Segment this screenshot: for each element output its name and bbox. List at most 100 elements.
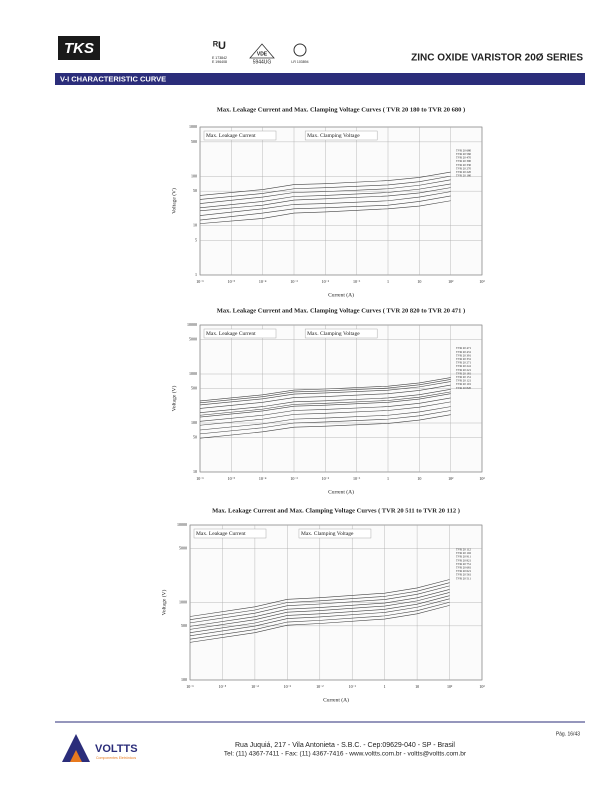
x-tick-label: 10⁻² [322, 279, 330, 284]
legend-entry: TVR 20 391 [456, 353, 472, 357]
series-line [199, 410, 451, 435]
series-line [199, 191, 451, 216]
legend-entry: TVR 20 270 [456, 166, 472, 170]
annotation-box [203, 130, 277, 141]
plot-area [199, 126, 483, 276]
y-tick-label: 500 [191, 386, 197, 391]
x-tick-label: 10² [448, 279, 454, 284]
legend-entry: TVR 20 180 [456, 174, 472, 178]
footer-company: VOLTTS [95, 743, 138, 755]
series-line [189, 595, 450, 633]
series-line [189, 585, 450, 624]
series-line [199, 393, 451, 418]
legend-entry: TVR 20 820 [456, 386, 472, 390]
legend-entry: TVR 20 431 [456, 350, 472, 354]
annotation: Max. Clamping Voltage [307, 133, 360, 139]
x-tick-label: 10⁻¹ [353, 279, 361, 284]
y-tick-label: 5000 [189, 337, 197, 342]
y-tick-label: 10000 [177, 522, 187, 527]
x-axis-label: Current (A) [323, 696, 349, 703]
series-line [199, 414, 451, 439]
series-line [199, 397, 451, 422]
y-tick-label: 1000 [189, 124, 197, 129]
series-line [199, 377, 451, 402]
legend-entry: TVR 20 511 [456, 576, 471, 580]
x-tick-label: 10⁻⁶ [196, 279, 204, 284]
x-tick-label: 10³ [479, 279, 485, 284]
annotation-box [298, 528, 372, 539]
series-line [189, 601, 450, 640]
csa-mark [293, 43, 307, 57]
series-line [199, 401, 451, 426]
header-title: ZINC OXIDE VARISTOR 20Ø SERIES [411, 53, 583, 64]
page-number: Pág. 16/43 [556, 731, 580, 737]
logo-box [58, 36, 100, 60]
series-line [199, 379, 451, 404]
section-bar [55, 73, 585, 85]
x-tick-label: 10⁻³ [290, 279, 298, 284]
legend-entry: TVR 20 390 [456, 159, 472, 163]
x-tick-label: 1 [384, 684, 386, 689]
cert-mark: 5944UG [253, 59, 272, 65]
y-tick-label: 10 [193, 469, 197, 474]
y-axis-label: Voltage (V) [170, 188, 177, 214]
legend-entry: TVR 20 330 [456, 163, 472, 167]
chart-title: Max. Leakage Current and Max. Clamping V… [217, 106, 465, 113]
footer-logo-triangle [62, 734, 90, 762]
legend-entry: TVR 20 561 [456, 573, 472, 577]
legend-entry: TVR 20 102 [456, 551, 472, 555]
chart: Max. Leakage Current and Max. Clamping V… [160, 507, 485, 703]
legend-entry: TVR 20 821 [456, 558, 472, 562]
y-tick-label: 100 [191, 173, 197, 178]
legend-entry: TVR 20 751 [456, 562, 472, 566]
x-tick-label: 10 [415, 684, 419, 689]
y-tick-label: 500 [191, 139, 197, 144]
annotation: Max. Leakage Current [196, 531, 246, 537]
series-line [189, 579, 450, 617]
y-tick-label: 5 [195, 237, 197, 242]
x-tick-label: 10⁻³ [284, 684, 292, 689]
annotation-box [203, 328, 277, 339]
annotation-box [304, 130, 378, 141]
legend-entry: TVR 20 331 [456, 357, 472, 361]
y-tick-label: 10000 [187, 322, 197, 327]
legend-entry: TVR 20 681 [456, 565, 472, 569]
x-tick-label: 1 [387, 476, 389, 481]
cert-mark: E 173842 [212, 56, 227, 60]
y-tick-label: 10 [193, 223, 197, 228]
ul-mark: ᴿU [213, 40, 226, 52]
y-axis-label: Voltage (V) [160, 589, 167, 615]
x-tick-label: 10⁻² [316, 684, 324, 689]
footer-logo-accent [70, 750, 82, 762]
annotation-box [193, 528, 267, 539]
y-tick-label: 1000 [189, 371, 197, 376]
chart: Max. Leakage Current and Max. Clamping V… [170, 307, 485, 495]
series-line [199, 406, 451, 431]
legend-entry: TVR 20 220 [456, 170, 472, 174]
legend-entry: TVR 20 151 [456, 375, 472, 379]
y-tick-label: 100 [181, 677, 187, 682]
annotation: Max. Leakage Current [206, 133, 256, 139]
legend-entry: TVR 20 470 [456, 156, 472, 160]
cert-mark: LR 103894 [291, 60, 308, 64]
y-tick-label: 5000 [179, 545, 187, 550]
x-tick-label: 10² [448, 476, 454, 481]
logo-text: TKS [64, 40, 94, 57]
legend-entry: TVR 20 471 [456, 346, 472, 350]
footer-contact: Tel: (11) 4367-7411 - Fax: (11) 4367-741… [224, 751, 467, 758]
series-line [199, 200, 451, 224]
chart: Max. Leakage Current and Max. Clamping V… [170, 106, 485, 298]
cert-mark: VDE [257, 51, 268, 57]
x-tick-label: 10² [447, 684, 453, 689]
x-tick-label: 10⁻⁵ [228, 279, 236, 284]
series-line [199, 175, 451, 200]
x-tick-label: 10⁻⁵ [219, 684, 227, 689]
y-axis-label: Voltage (V) [170, 385, 177, 411]
x-tick-label: 10⁻⁴ [259, 279, 267, 284]
annotation: Max. Leakage Current [206, 331, 256, 337]
series-line [189, 582, 450, 620]
legend-entry: TVR 20 112 [456, 547, 471, 551]
annotation-box [304, 328, 378, 339]
x-tick-label: 10⁻⁴ [259, 476, 267, 481]
